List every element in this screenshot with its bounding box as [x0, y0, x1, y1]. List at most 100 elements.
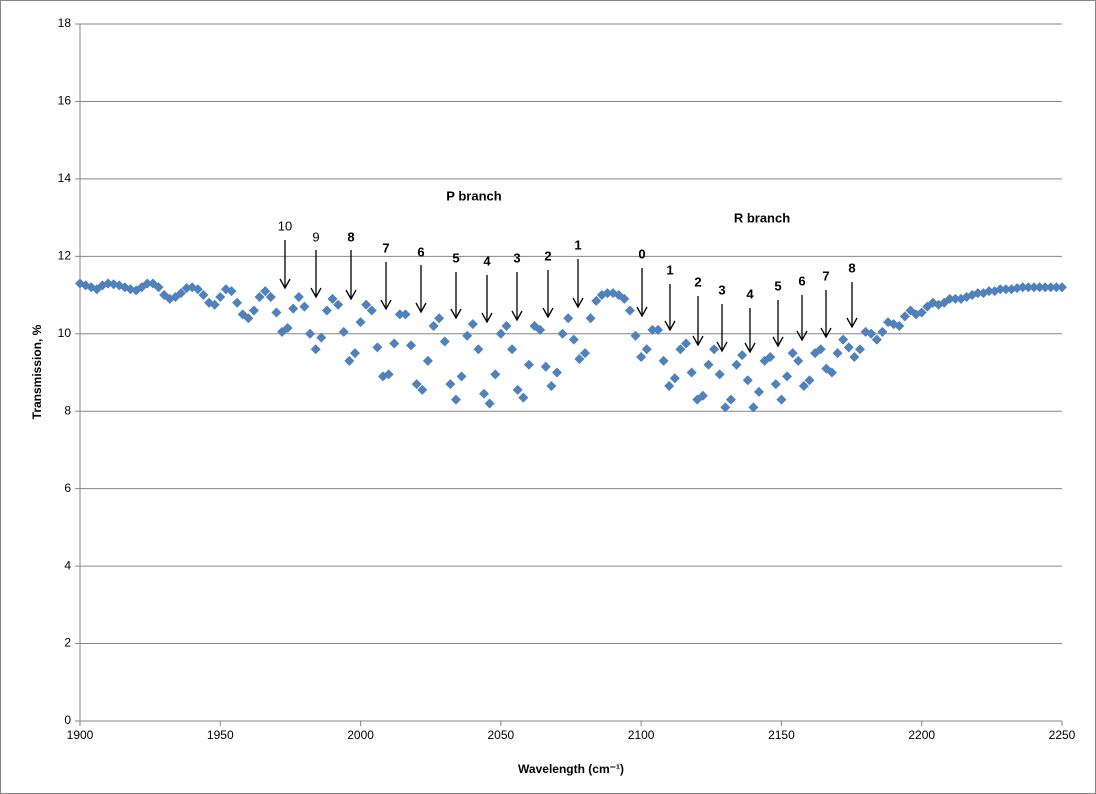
annotation: 2 — [544, 248, 551, 263]
arrow-head — [511, 310, 523, 322]
data-point — [1034, 282, 1045, 293]
data-point — [119, 282, 130, 293]
data-point — [153, 282, 164, 293]
data-point — [843, 342, 854, 353]
data-point — [456, 371, 467, 382]
data-point — [394, 309, 405, 320]
data-point — [327, 293, 338, 304]
arrow-head — [772, 336, 784, 348]
data-point — [389, 338, 400, 349]
annotation: 9 — [312, 229, 319, 244]
data-point — [293, 291, 304, 302]
data-point — [703, 359, 714, 370]
annotation: 6 — [798, 273, 805, 288]
data-point — [624, 305, 635, 316]
arrow-head — [744, 342, 756, 354]
data-point — [192, 284, 203, 295]
x-tick-label: 1950 — [207, 728, 234, 742]
data-point — [254, 291, 265, 302]
arrow-head — [572, 297, 584, 309]
data-point — [585, 313, 596, 324]
x-tick-label: 2150 — [768, 728, 795, 742]
data-point — [406, 340, 417, 351]
annotation: 8 — [848, 260, 855, 275]
data-point — [282, 322, 293, 333]
data-point — [310, 344, 321, 355]
annotation: 3 — [718, 282, 725, 297]
arrow-head — [820, 327, 832, 339]
data-point — [1023, 282, 1034, 293]
data-point — [333, 299, 344, 310]
data-point — [804, 375, 815, 386]
data-point — [793, 355, 804, 366]
data-point — [838, 334, 849, 345]
data-point — [209, 299, 220, 310]
data-point — [383, 369, 394, 380]
arrow-head — [481, 312, 493, 324]
data-point — [467, 319, 478, 330]
data-point — [826, 367, 837, 378]
data-point — [894, 321, 905, 332]
data-point — [490, 369, 501, 380]
data-point — [995, 284, 1006, 295]
data-point — [546, 381, 557, 392]
data-point — [782, 371, 793, 382]
annotation: 5 — [774, 278, 781, 293]
data-point — [265, 291, 276, 302]
arrow-head — [542, 307, 554, 319]
data-point — [641, 344, 652, 355]
x-tick-label: 2250 — [1049, 728, 1076, 742]
data-point — [984, 286, 995, 297]
annotation: P branch — [446, 188, 501, 203]
data-point — [428, 321, 439, 332]
data-point — [512, 384, 523, 395]
data-point — [198, 290, 209, 301]
data-point — [518, 392, 529, 403]
arrow-head — [796, 330, 808, 342]
data-point — [972, 288, 983, 299]
data-point — [473, 344, 484, 355]
data-point — [305, 328, 316, 339]
data-point — [215, 291, 226, 302]
arrow-head — [636, 306, 648, 318]
x-tick-label: 2050 — [488, 728, 515, 742]
data-point — [232, 297, 243, 308]
annotation: 7 — [822, 268, 829, 283]
y-tick-label: 16 — [58, 94, 72, 108]
data-point — [450, 394, 461, 405]
data-point — [725, 394, 736, 405]
data-point — [1045, 282, 1056, 293]
data-point — [742, 375, 753, 386]
data-point — [776, 394, 787, 405]
data-point — [411, 379, 422, 390]
data-point — [248, 305, 259, 316]
data-point — [737, 350, 748, 361]
data-point — [854, 344, 865, 355]
annotation: 0 — [638, 246, 645, 261]
data-point — [1017, 282, 1028, 293]
data-point — [720, 402, 731, 413]
annotation: 6 — [417, 244, 424, 259]
data-point — [484, 398, 495, 409]
data-point — [1000, 284, 1011, 295]
data-point — [899, 311, 910, 322]
data-point — [462, 330, 473, 341]
y-tick-label: 12 — [58, 249, 72, 263]
annotation: 8 — [347, 229, 354, 244]
annotation: 10 — [278, 218, 292, 233]
data-point — [1051, 282, 1062, 293]
y-tick-label: 0 — [64, 713, 71, 727]
data-point — [288, 303, 299, 314]
data-point — [675, 344, 686, 355]
data-point — [366, 305, 377, 316]
data-point — [557, 328, 568, 339]
arrow-head — [450, 308, 462, 320]
data-point — [686, 367, 697, 378]
data-point — [142, 278, 153, 289]
data-point — [568, 334, 579, 345]
data-point — [316, 332, 327, 343]
x-tick-label: 2100 — [628, 728, 655, 742]
annotation: 1 — [666, 262, 673, 277]
